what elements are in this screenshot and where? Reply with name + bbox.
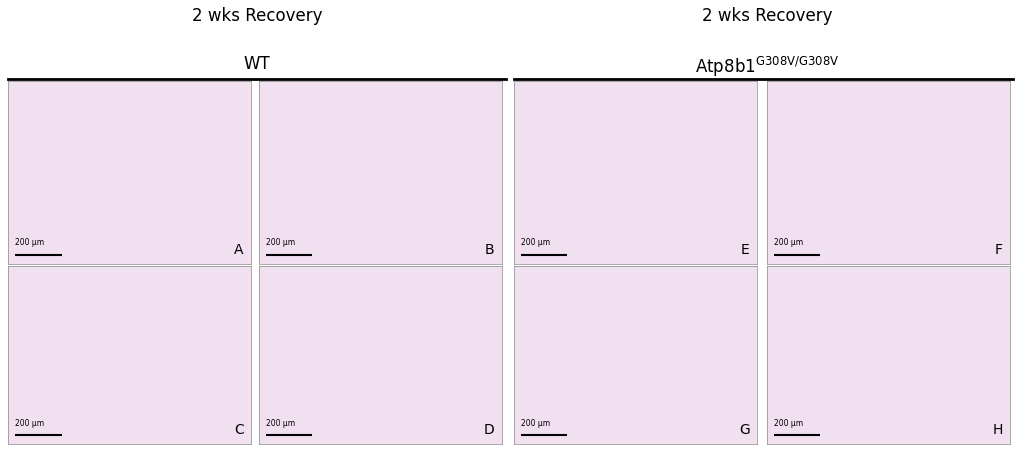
Text: B: B	[484, 243, 494, 257]
Text: 200 μm: 200 μm	[15, 419, 45, 428]
Text: Atp8b1$\mathregular{^{G308V/G308V}}$: Atp8b1$\mathregular{^{G308V/G308V}}$	[694, 55, 839, 79]
Text: H: H	[991, 423, 1002, 437]
Text: A: A	[234, 243, 244, 257]
Text: E: E	[740, 243, 749, 257]
Text: 200 μm: 200 μm	[773, 419, 803, 428]
Text: 200 μm: 200 μm	[521, 239, 550, 248]
Text: 2 wks Recovery: 2 wks Recovery	[192, 7, 322, 25]
Text: C: C	[233, 423, 244, 437]
Text: F: F	[994, 243, 1002, 257]
Text: 200 μm: 200 μm	[266, 239, 296, 248]
Text: WT: WT	[244, 55, 270, 73]
Text: D: D	[483, 423, 494, 437]
Text: 200 μm: 200 μm	[773, 239, 803, 248]
Text: 200 μm: 200 μm	[15, 239, 45, 248]
Text: 200 μm: 200 μm	[521, 419, 550, 428]
Text: G: G	[738, 423, 749, 437]
Text: 200 μm: 200 μm	[266, 419, 296, 428]
Text: 2 wks Recovery: 2 wks Recovery	[701, 7, 832, 25]
